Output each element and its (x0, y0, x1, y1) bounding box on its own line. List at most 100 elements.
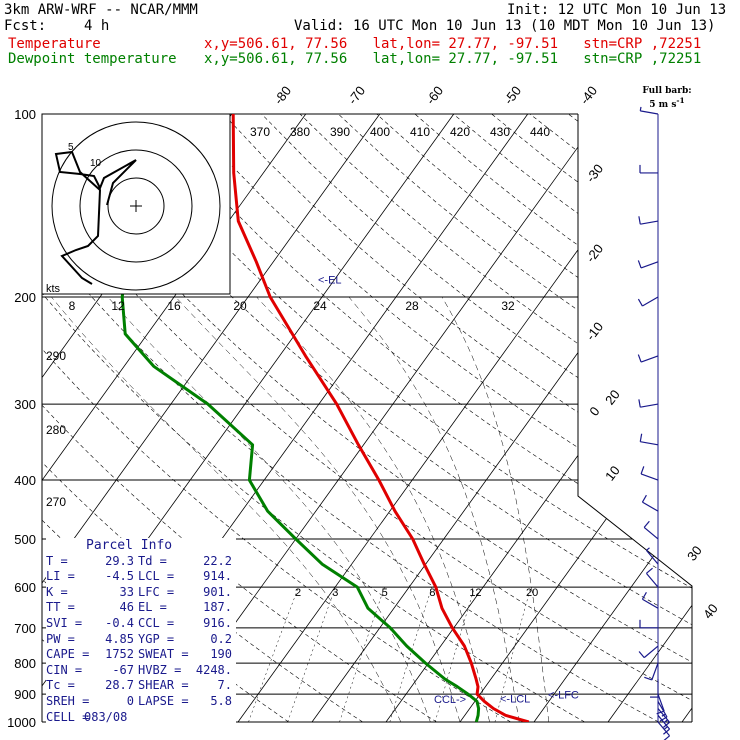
isotherm-label: -50 (501, 83, 524, 107)
parcel-value: 29.3 (105, 553, 134, 568)
moist-adiabat (175, 296, 461, 722)
wind-barb (637, 354, 659, 363)
parcel-value: -0.4 (105, 615, 134, 630)
parcel-value: 1752 (105, 647, 134, 662)
theta-label: 370 (250, 125, 270, 139)
parcel-value: 33 (119, 584, 134, 599)
parcel-value: 187. (203, 600, 232, 615)
isotherm-label: -10 (583, 319, 606, 343)
isotherm-label: 0 (586, 404, 602, 419)
dry-adiabat (529, 114, 692, 722)
wind-barb (640, 466, 659, 481)
moist-adiabat (348, 296, 520, 722)
dry-adiabat (108, 114, 692, 722)
pressure-tick-label: 800 (14, 656, 36, 671)
wind-barb (639, 164, 658, 174)
isotherm (533, 114, 692, 722)
hodograph-trace (54, 150, 137, 285)
isotherm (0, 114, 10, 722)
parcel-row: K = 33 LFC = 901. (46, 585, 236, 601)
parcel-label: YGP = (138, 631, 175, 646)
parcel-label: CIN = (46, 662, 83, 677)
parcel-row: Tc = 28.7 SHEAR = 7. (46, 678, 236, 694)
pressure-tick-label: 200 (14, 290, 36, 305)
theta-label: 400 (370, 125, 390, 139)
dry-adiabat (568, 114, 692, 722)
dry-adiabat-label: 290 (46, 349, 66, 363)
mixing-ratio-label: 8 (429, 587, 435, 599)
parcel-value: 901. (203, 584, 232, 599)
parcel-value: 5.8 (210, 693, 232, 708)
temperature-station-info: x,y=506.61, 77.56 lat,lon= 27.77, -97.51… (204, 36, 702, 52)
theta-label: 380 (290, 125, 310, 139)
wind-barb (641, 494, 659, 512)
mixing-ratio-label: 3 (332, 587, 338, 599)
isotherm (681, 114, 692, 722)
parcel-value: 46 (119, 600, 134, 615)
parcel-label: LAPSE = (138, 693, 189, 708)
dry-adiabat (376, 114, 692, 722)
parcel-info-table: T = 29.3 Td = 22.2 LI = -4.5 LCL = 914. K = 33 LFC… (46, 554, 236, 726)
hodograph-ring (79, 149, 193, 263)
valid-time: Valid: 16 UTC Mon 10 Jun 13 (10 MDT Mon … (294, 18, 716, 34)
pressure-tick-label: 500 (14, 532, 36, 547)
dry-adiabat (42, 114, 585, 722)
wind-barb (643, 520, 659, 540)
parcel-row: CELL = 083/08 (46, 710, 236, 726)
parcel-label: CELL = (46, 709, 90, 724)
dry-adiabat (42, 114, 659, 722)
isotherm (237, 114, 677, 722)
parcel-label: SREH = (46, 693, 90, 708)
wind-barb (645, 547, 659, 565)
moist-adiabat (256, 296, 490, 722)
wind-barb (638, 645, 659, 659)
parcel-row: CAPE = 1752 SWEAT = 190 (46, 647, 236, 663)
mixing-ratio-label: 20 (526, 587, 538, 599)
dry-adiabat-label: 270 (46, 495, 66, 509)
theta-label: 390 (330, 125, 350, 139)
parcel-label: SWEAT = (138, 647, 189, 662)
wind-barb (644, 662, 659, 681)
parcel-row: T = 29.3 Td = 22.2 (46, 554, 236, 570)
dry-adiabat (491, 114, 692, 722)
parcel-label (134, 710, 190, 726)
parcel-row: SREH = 0 LAPSE = 5.8 (46, 694, 236, 710)
isotherm (385, 114, 692, 722)
hodograph-kts-label: 20 (233, 299, 247, 313)
isotherm (42, 114, 381, 722)
dry-adiabat (338, 114, 692, 722)
isotherm-label: -70 (345, 83, 368, 107)
full-barb-legend: Full barb: 5 m s-1 (632, 86, 702, 110)
dry-adiabat (42, 114, 511, 722)
parcel-label: LFC = (138, 584, 175, 599)
isotherm-label: -20 (583, 241, 606, 265)
wind-barb (639, 619, 658, 629)
parcel-label: Tc = (46, 678, 75, 693)
parcel-label: T = (46, 553, 68, 568)
wind-barb (637, 296, 659, 307)
temperature-profile (231, 114, 530, 722)
parcel-label: PW = (46, 631, 75, 646)
wind-barb (638, 399, 659, 408)
parcel-label: TT = (46, 600, 75, 615)
pressure-tick-label: 1000 (7, 715, 36, 730)
wind-barb (641, 592, 659, 609)
theta-label: 440 (530, 125, 550, 139)
wind-barb (650, 679, 659, 698)
pressure-tick-label: 400 (14, 473, 36, 488)
wind-barb (639, 433, 659, 446)
parcel-label: HVBZ = (138, 662, 182, 677)
level-marker: CCL-> (434, 694, 466, 706)
wind-barb (638, 216, 659, 225)
parcel-value: 28.7 (105, 678, 134, 693)
dewpoint-station-info: x,y=506.61, 77.56 lat,lon= 27.77, -97.51… (204, 51, 702, 67)
pressure-tick-label: 700 (14, 621, 36, 636)
parcel-value: 190 (210, 647, 232, 662)
init-time: Init: 12 UTC Mon 10 Jun 13 (507, 2, 727, 18)
hodograph-ring (51, 121, 221, 291)
mixing-ratio-line (434, 587, 475, 722)
isotherm (163, 114, 603, 722)
parcel-value: 22.2 (203, 553, 232, 568)
moist-adiabat (51, 296, 402, 722)
wind-barb (645, 567, 659, 588)
